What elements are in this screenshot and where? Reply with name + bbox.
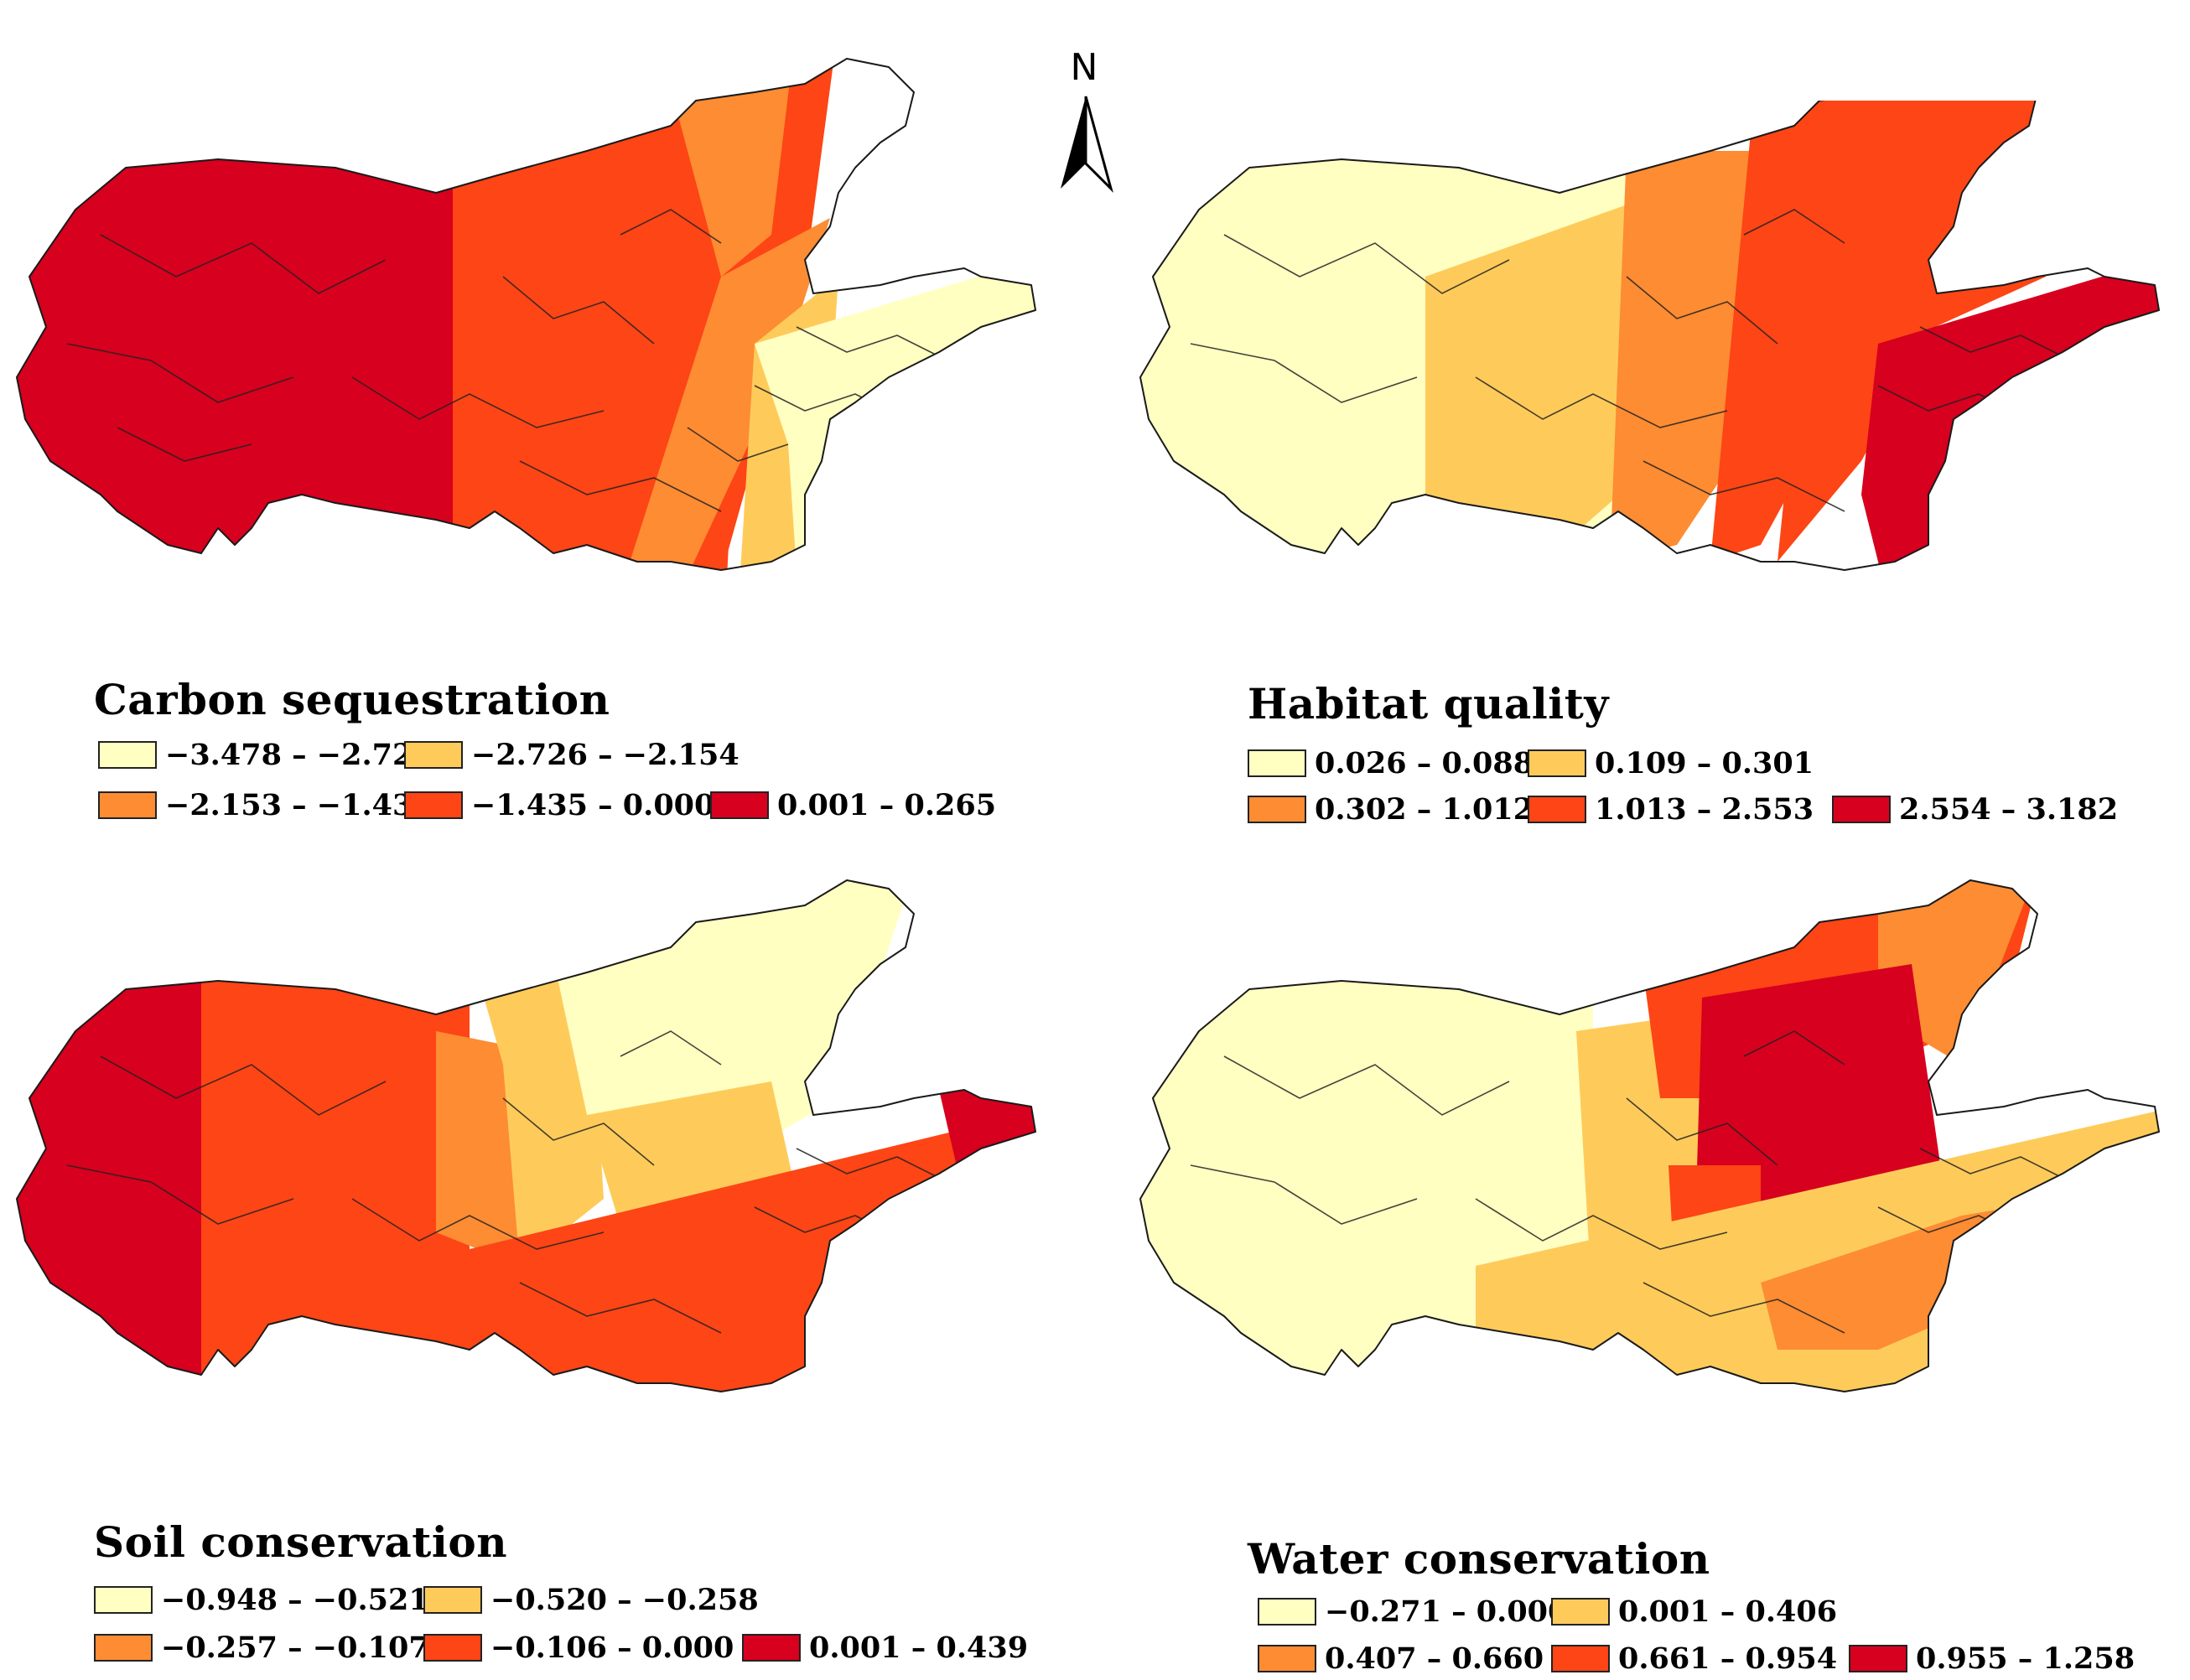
- panel-habitat-quality: Habitat quality 0.026 – 0.088 0.109 – 0.…: [1124, 101, 2190, 855]
- zone-west-central: [453, 59, 595, 570]
- legend-swatch: [423, 1634, 482, 1662]
- zone-orange: [436, 1031, 520, 1266]
- north-arrow-label: N: [1070, 46, 1098, 89]
- north-arrow-icon: [1061, 96, 1113, 194]
- legend-swatch: [1528, 796, 1586, 823]
- legend-label: 0.109 – 0.301: [1595, 746, 1814, 780]
- zone-red-inner: [1777, 193, 1962, 562]
- legend-swatch: [94, 1634, 153, 1662]
- legend-item: −2.153 – −1.436: [98, 788, 433, 822]
- legend-item: 0.001 – 0.406: [1551, 1594, 1837, 1629]
- legend-swatch: [1551, 1598, 1610, 1626]
- legend-label: −0.948 – −0.521: [161, 1583, 429, 1617]
- legend-item: −1.435 – 0.000: [404, 788, 714, 822]
- legend-item: 0.407 – 0.660: [1258, 1641, 1544, 1676]
- legend-swatch: [423, 1586, 482, 1614]
- legend-swatch: [1248, 796, 1306, 823]
- panel-title: Carbon sequestration: [94, 675, 610, 724]
- panel-water-conservation: Water conservation −0.271 – 0.000 0.001 …: [1124, 872, 2190, 1680]
- legend-label: 0.001 – 0.439: [809, 1631, 1029, 1665]
- legend-swatch: [1258, 1645, 1316, 1672]
- legend-swatch: [1551, 1645, 1610, 1672]
- zone-west-central: [201, 880, 470, 1392]
- map-habitat-quality: [1139, 101, 2160, 571]
- legend-label: −0.257 – −0.107: [161, 1631, 429, 1665]
- legend-item: −0.106 – 0.000: [423, 1631, 734, 1665]
- zone-east-tip: [939, 1065, 1035, 1199]
- legend-swatch: [404, 741, 463, 769]
- legend-item: 0.109 – 0.301: [1528, 746, 1814, 780]
- legend-label: 0.661 – 0.954: [1618, 1641, 1838, 1676]
- legend-swatch: [1528, 749, 1586, 777]
- legend-label: −2.153 – −1.436: [165, 788, 433, 822]
- zone-south: [218, 1098, 1035, 1392]
- zone-west: [17, 880, 218, 1392]
- panel-carbon-sequestration: Carbon sequestration −3.478 – −2.727 −2.…: [0, 25, 1073, 847]
- panel-title: Water conservation: [1248, 1534, 1710, 1584]
- map-water-conservation: [1139, 879, 2160, 1392]
- legend-label: −0.520 – −0.258: [490, 1583, 759, 1617]
- legend-swatch: [94, 1586, 153, 1614]
- legend-label: 0.001 – 0.265: [777, 788, 997, 822]
- legend-swatch: [1832, 796, 1891, 823]
- zone-west: [1140, 880, 1593, 1392]
- legend-item: −0.948 – −0.521: [94, 1583, 429, 1617]
- map-soil-conservation: [16, 879, 1036, 1392]
- legend-label: 0.955 – 1.258: [1916, 1641, 2136, 1676]
- legend-label: 0.026 – 0.088: [1315, 746, 1534, 780]
- legend-item: 2.554 – 3.182: [1832, 792, 2118, 827]
- legend-label: −2.726 – −2.154: [471, 738, 740, 772]
- legend-item: 0.026 – 0.088: [1248, 746, 1534, 780]
- legend-swatch: [1849, 1645, 1907, 1672]
- legend-label: −3.478 – −2.727: [165, 738, 433, 772]
- legend-label: −1.435 – 0.000: [471, 788, 715, 822]
- panel-title: Habitat quality: [1248, 679, 1609, 729]
- legend-swatch: [404, 791, 463, 819]
- legend-label: 1.013 – 2.553: [1595, 792, 1814, 827]
- legend-label: 0.302 – 1.012: [1315, 792, 1534, 827]
- legend-swatch: [710, 791, 769, 819]
- legend-label: 0.407 – 0.660: [1325, 1641, 1544, 1676]
- legend-label: 2.554 – 3.182: [1899, 792, 2119, 827]
- legend-label: −0.271 – 0.000: [1325, 1594, 1569, 1629]
- legend-item: 0.001 – 0.439: [742, 1631, 1028, 1665]
- legend-item: 0.302 – 1.012: [1248, 792, 1534, 827]
- legend-swatch: [742, 1634, 801, 1662]
- legend-swatch: [98, 791, 157, 819]
- legend-item: 0.955 – 1.258: [1849, 1641, 2135, 1676]
- panel-title: Soil conservation: [94, 1517, 508, 1567]
- legend-label: −0.106 – 0.000: [490, 1631, 734, 1665]
- legend-item: −0.271 – 0.000: [1258, 1594, 1568, 1629]
- legend-item: 1.013 – 2.553: [1528, 792, 1814, 827]
- legend-swatch: [1258, 1598, 1316, 1626]
- legend-item: 0.661 – 0.954: [1551, 1641, 1837, 1676]
- map-carbon-sequestration: [16, 58, 1036, 571]
- zone-west: [17, 59, 470, 570]
- legend-swatch: [98, 741, 157, 769]
- legend-label: 0.001 – 0.406: [1618, 1594, 1838, 1629]
- legend-item: 0.001 – 0.265: [710, 788, 996, 822]
- legend-swatch: [1248, 749, 1306, 777]
- legend-item: −0.520 – −0.258: [423, 1583, 759, 1617]
- legend-item: −0.257 – −0.107: [94, 1631, 429, 1665]
- legend-item: −2.726 – −2.154: [404, 738, 740, 772]
- legend-item: −3.478 – −2.727: [98, 738, 433, 772]
- panel-soil-conservation: Soil conservation −0.948 – −0.521 −0.520…: [0, 872, 1073, 1680]
